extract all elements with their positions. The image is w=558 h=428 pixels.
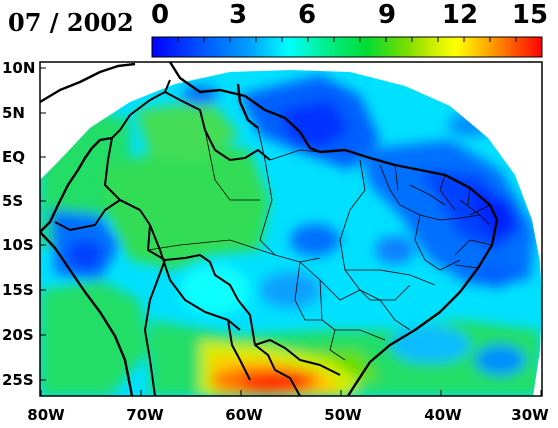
- lat-label-eq: EQ: [2, 148, 25, 166]
- state-borders: [147, 127, 493, 361]
- lat-label-10s: 10S: [2, 236, 34, 254]
- colorbar-tick-3: 3: [228, 0, 248, 30]
- rain-field: [40, 70, 542, 396]
- colorbar-tick-9: 9: [377, 0, 397, 30]
- colorbar-tick-6: 6: [297, 0, 317, 30]
- lat-label-25s: 25S: [2, 371, 34, 389]
- lon-label-30w: 30W: [511, 406, 549, 424]
- country-borders: [54, 79, 341, 397]
- lon-label-70w: 70W: [126, 406, 164, 424]
- lon-label-50w: 50W: [324, 406, 362, 424]
- colorbar-tick-0: 0: [150, 0, 170, 30]
- colorbar-ticks: [177, 37, 517, 42]
- lat-label-10n: 10N: [2, 59, 36, 77]
- lon-label-80w: 80W: [27, 406, 65, 424]
- lat-label-5n: 5N: [2, 104, 25, 122]
- lat-label-20s: 20S: [2, 326, 34, 344]
- date-title: 07 / 2002: [8, 8, 134, 37]
- colorbar: [151, 36, 543, 58]
- lat-label-5s: 5S: [2, 192, 24, 210]
- coastlines: [39, 61, 499, 397]
- lon-label-60w: 60W: [225, 406, 263, 424]
- axis-ticks: [40, 67, 542, 396]
- colorbar-tick-12: 12: [441, 0, 479, 30]
- map-frame: [39, 61, 543, 397]
- lat-label-15s: 15S: [2, 281, 34, 299]
- lon-label-40w: 40W: [424, 406, 462, 424]
- colorbar-tick-15: 15: [511, 0, 549, 30]
